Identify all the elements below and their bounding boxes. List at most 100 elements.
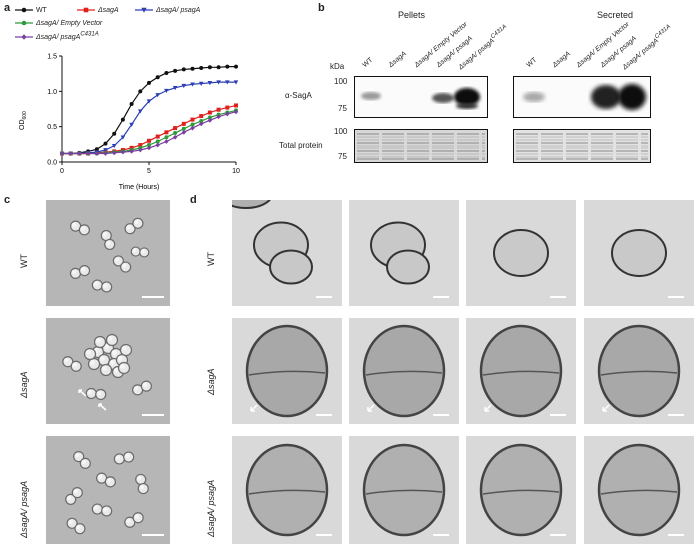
tem-image [584, 200, 694, 306]
cell-highlight [68, 519, 73, 525]
cell-highlight [89, 359, 95, 365]
legend-label: ΔsagA/ psagA [155, 6, 201, 14]
data-point [120, 135, 126, 140]
data-point [207, 110, 212, 115]
cell-highlight [119, 363, 125, 369]
data-point [181, 129, 186, 135]
arrow-icon [484, 404, 492, 412]
panel-letter-a: a [4, 2, 11, 14]
y-tick-label: 0.0 [47, 160, 57, 167]
pellet-lane-wt: WT [361, 56, 375, 69]
cell-highlight [93, 281, 99, 286]
data-point [190, 125, 195, 131]
legend-item-empty-vector: ΔsagA/ Empty Vector [14, 19, 102, 27]
data-point [129, 122, 134, 127]
tem-image [584, 318, 694, 424]
marker-100-bottom: 100 [334, 127, 348, 136]
cell-highlight [80, 226, 86, 231]
cell-highlight [140, 249, 145, 254]
data-point [129, 149, 134, 154]
data-point [164, 135, 169, 140]
data-point [216, 65, 221, 70]
cell-highlight [142, 382, 148, 387]
cell-highlight [109, 359, 115, 365]
septum [365, 370, 443, 376]
data-point [147, 138, 151, 143]
data-point [234, 103, 238, 108]
cell-highlight [133, 386, 139, 391]
cell-highlight [85, 349, 91, 355]
data-point [147, 80, 151, 85]
row-label-total-protein: Total protein [279, 141, 323, 150]
panel-letter-d: d [190, 194, 197, 206]
x-tick-label: 0 [60, 168, 64, 175]
scale-bar [668, 296, 684, 298]
data-point [207, 81, 213, 86]
legend-label: ΔsagA [97, 6, 119, 14]
data-point [85, 151, 91, 156]
marker-75-bottom: 75 [338, 152, 347, 161]
tem-image [232, 318, 342, 424]
tem-image [466, 318, 576, 424]
data-point [129, 102, 134, 107]
scale-bar [142, 534, 164, 536]
cell-highlight [111, 349, 117, 355]
data-point [103, 151, 108, 156]
cell-highlight [121, 263, 127, 268]
septum [482, 370, 560, 376]
data-point [146, 145, 152, 151]
blot-pellet-saga [354, 76, 488, 118]
data-point [59, 151, 65, 156]
data-point [120, 149, 126, 155]
data-point [172, 134, 178, 140]
scale-bar [433, 296, 449, 298]
legend-label: WT [35, 6, 47, 14]
scale-bar [433, 534, 449, 536]
cell-highlight [132, 248, 137, 253]
septum [248, 370, 326, 376]
cell-highlight [121, 345, 127, 351]
cell-highlight [102, 231, 108, 237]
cells [65, 450, 149, 535]
cell [269, 249, 313, 285]
data-point [155, 142, 160, 148]
tem-image [466, 200, 576, 306]
cell-highlight [64, 357, 69, 363]
data-point [173, 126, 178, 131]
y-tick-label: 1.5 [47, 54, 57, 61]
blot-secreted-saga [513, 76, 651, 118]
data-point [225, 64, 230, 69]
chart-series [59, 64, 239, 156]
data-point [199, 121, 204, 127]
secreted-title: Secreted [597, 10, 634, 20]
cell-highlight [102, 507, 108, 512]
data-point [181, 67, 186, 72]
tem-image [349, 436, 459, 544]
data-point [120, 117, 125, 122]
arrow-icon [367, 404, 375, 412]
data-point [198, 81, 204, 86]
cell-highlight [115, 455, 121, 460]
data-point [146, 99, 152, 104]
cell-highlight [134, 219, 139, 225]
cells [69, 217, 150, 293]
data-point [199, 114, 204, 119]
data-point [190, 122, 195, 127]
legend-item-wt: WT [14, 6, 47, 14]
data-point [225, 105, 230, 110]
cell-highlight [139, 484, 145, 490]
scale-bar [316, 414, 332, 416]
septum [600, 370, 678, 376]
data-point [225, 80, 230, 85]
row-label-anti-saga: α-SagA [285, 91, 312, 100]
arrow-icon [98, 403, 107, 411]
data-point [103, 148, 108, 153]
panel-letter-c: c [4, 194, 11, 206]
data-point [94, 151, 99, 156]
data-point [190, 66, 195, 71]
legend-item-c431a: ΔsagA/ psagAC431A [14, 32, 99, 41]
data-point [138, 89, 143, 94]
data-point [129, 145, 134, 150]
kda-label: kDa [330, 62, 345, 71]
cell-highlight [113, 367, 119, 373]
